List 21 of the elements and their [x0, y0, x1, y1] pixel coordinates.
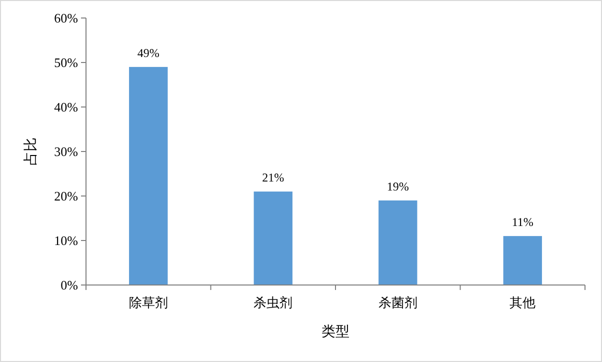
data-label: 11% — [512, 215, 534, 230]
y-tick-label: 50% — [54, 55, 78, 70]
x-tick-label: 其他 — [510, 296, 536, 311]
data-label: 21% — [262, 170, 284, 185]
y-tick-label: 60% — [54, 10, 78, 26]
y-tick-label: 0% — [60, 278, 78, 293]
data-label: 49% — [137, 46, 160, 60]
x-tick-label: 杀虫剂 — [254, 295, 293, 311]
data-label: 19% — [386, 179, 409, 194]
bar — [129, 66, 168, 285]
y-tick-label: 30% — [54, 144, 78, 160]
x-tick-label: 杀菌剂 — [378, 295, 418, 311]
y-tick-label: 10% — [54, 233, 78, 248]
bar — [254, 192, 292, 285]
x-tick-label: 除草剂 — [128, 295, 168, 311]
y-axis-title: 占比 — [23, 138, 39, 166]
bar — [503, 236, 542, 285]
bar — [378, 200, 418, 285]
x-axis-title: 类型 — [322, 324, 350, 340]
y-tick-label: 40% — [54, 100, 78, 115]
y-tick-label: 20% — [54, 188, 78, 204]
